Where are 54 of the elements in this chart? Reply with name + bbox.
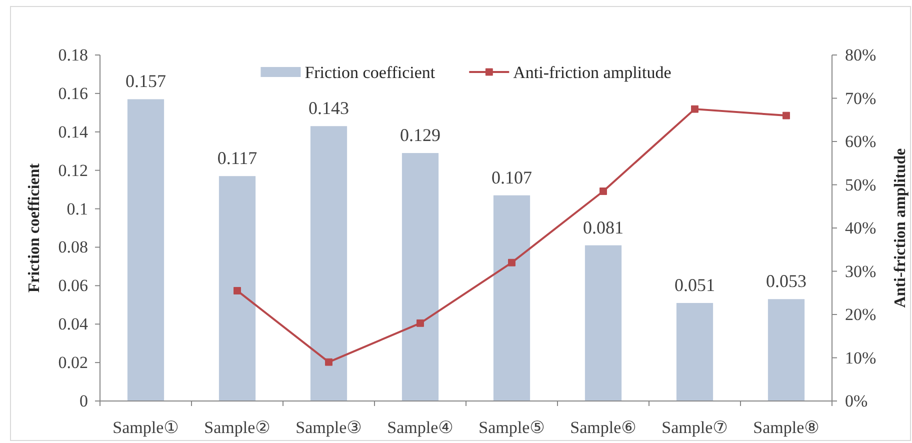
point	[508, 258, 516, 266]
bar	[676, 302, 714, 401]
y-tick-label: 0.14	[58, 122, 88, 142]
point	[325, 358, 332, 366]
y2-tick-label: 70%	[845, 88, 876, 108]
x-tick-label: Sample④	[387, 418, 454, 436]
bar	[768, 299, 805, 401]
y-tick-label: 0.12	[58, 160, 88, 180]
bar	[402, 153, 439, 401]
y2-tick-label: 80%	[845, 46, 876, 64]
data-label: 0.157	[126, 71, 166, 92]
y-tick-label: 0.18	[58, 46, 88, 64]
y-tick-label: 0	[80, 392, 88, 410]
x-tick-label: Sample①	[112, 418, 179, 436]
bar	[493, 195, 530, 401]
point	[782, 112, 790, 120]
bar	[310, 126, 348, 401]
y2-tick-label: 30%	[845, 262, 876, 281]
point	[691, 105, 698, 113]
bar	[127, 99, 164, 401]
x-tick-label: Sample⑧	[753, 418, 820, 436]
data-label: 0.107	[492, 167, 532, 188]
y2-tick-label: 20%	[845, 305, 876, 324]
y-tick-label: 0.04	[58, 314, 88, 334]
y-tick-label: 0.02	[58, 353, 88, 372]
y2-tick-label: 0%	[845, 392, 868, 410]
legend-label: Friction coefficient	[304, 62, 436, 82]
point	[416, 319, 424, 327]
y-tick-label: 0.16	[58, 84, 88, 103]
y-tick-label: 0.08	[58, 238, 88, 257]
x-tick-label: Sample⑦	[662, 418, 728, 436]
x-tick-label: Sample③	[296, 418, 362, 436]
data-label: 0.117	[217, 148, 258, 168]
legend-label: Anti-friction amplitude	[513, 62, 672, 82]
bar	[218, 176, 256, 401]
data-label: 0.129	[400, 125, 440, 146]
y2-axis-title: Anti-friction amplitude	[892, 148, 908, 308]
data-label: 0.051	[674, 274, 715, 295]
y2-tick-label: 60%	[845, 132, 876, 151]
y2-tick-label: 40%	[845, 218, 876, 238]
x-tick-label: Sample⑤	[478, 418, 545, 436]
y-tick-label: 0.1	[66, 199, 88, 218]
y2-tick-label: 50%	[845, 175, 876, 194]
data-label: 0.081	[583, 217, 624, 238]
data-label: 0.143	[308, 98, 349, 118]
x-tick-label: Sample②	[204, 418, 270, 436]
point	[234, 287, 241, 294]
y-axis-title: Friction coefficient	[26, 162, 42, 293]
point	[600, 188, 607, 195]
y2-tick-label: 10%	[845, 348, 876, 368]
y-tick-label: 0.06	[58, 276, 88, 296]
data-label: 0.053	[766, 271, 806, 292]
bar	[584, 245, 622, 401]
x-tick-label: Sample⑥	[570, 418, 636, 436]
